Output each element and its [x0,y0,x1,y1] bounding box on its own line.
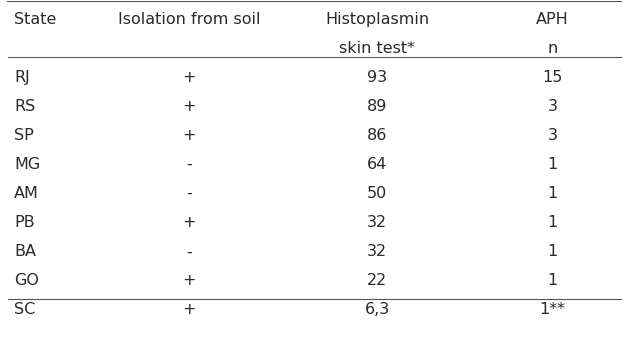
Text: 15: 15 [542,70,563,85]
Text: Isolation from soil: Isolation from soil [118,12,260,27]
Text: State: State [14,12,56,27]
Text: 22: 22 [367,273,387,288]
Text: RS: RS [14,99,35,114]
Text: 3: 3 [547,128,557,143]
Text: RJ: RJ [14,70,30,85]
Text: 64: 64 [367,157,387,172]
Text: AM: AM [14,186,39,201]
Text: -: - [186,186,192,201]
Text: 32: 32 [367,215,387,230]
Text: +: + [182,215,196,230]
Text: +: + [182,70,196,85]
Text: +: + [182,128,196,143]
Text: 1: 1 [547,186,557,201]
Text: APH: APH [536,12,569,27]
Text: n: n [547,41,557,56]
Text: GO: GO [14,273,39,288]
Text: MG: MG [14,157,40,172]
Text: 1: 1 [547,157,557,172]
Text: 1: 1 [547,273,557,288]
Text: 50: 50 [367,186,387,201]
Text: SP: SP [14,128,34,143]
Text: 86: 86 [367,128,387,143]
Text: BA: BA [14,245,36,260]
Text: SC: SC [14,302,35,317]
Text: 93: 93 [367,70,387,85]
Text: 1: 1 [547,245,557,260]
Text: -: - [186,245,192,260]
Text: Histoplasmin: Histoplasmin [325,12,429,27]
Text: 89: 89 [367,99,387,114]
Text: 1**: 1** [540,302,565,317]
Text: PB: PB [14,215,35,230]
Text: +: + [182,273,196,288]
Text: +: + [182,99,196,114]
Text: 3: 3 [547,99,557,114]
Text: -: - [186,157,192,172]
Text: 6,3: 6,3 [364,302,390,317]
Text: skin test*: skin test* [339,41,415,56]
Text: 32: 32 [367,245,387,260]
Text: +: + [182,302,196,317]
Text: 1: 1 [547,215,557,230]
